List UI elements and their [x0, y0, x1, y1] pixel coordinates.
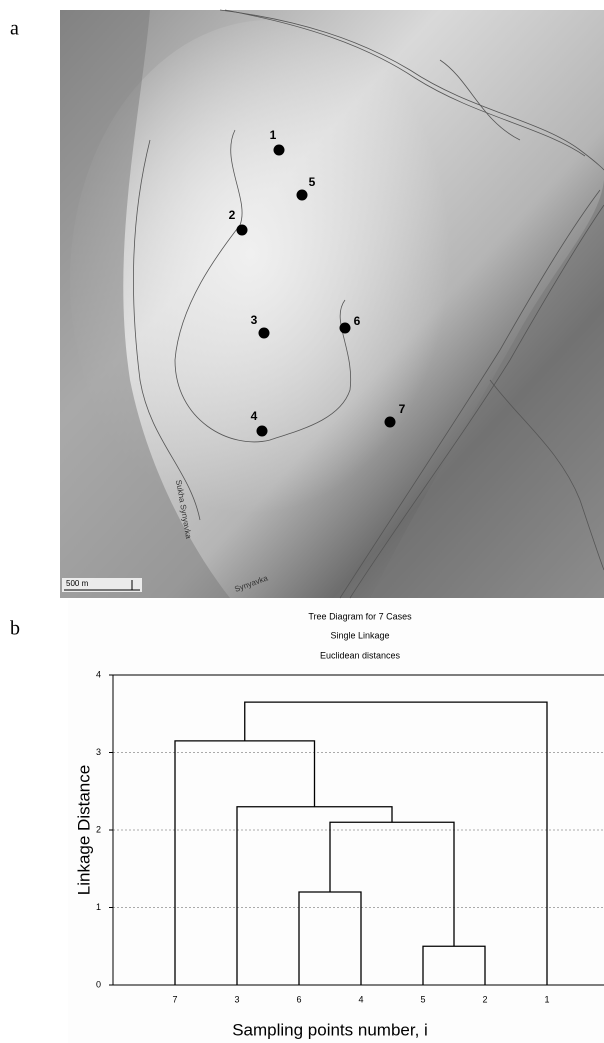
- y-tick-label: 3: [96, 747, 101, 757]
- panel-label: a: [10, 18, 19, 40]
- y-tick-label: 4: [96, 669, 101, 679]
- panel-label: b: [10, 618, 20, 640]
- x-tick-label: 4: [358, 994, 363, 1004]
- y-tick-label: 1: [96, 902, 101, 912]
- x-tick-label: 1: [544, 994, 549, 1004]
- x-tick-label: 7: [172, 994, 177, 1004]
- x-tick-label: 3: [234, 994, 239, 1004]
- sampling-point: [237, 225, 248, 236]
- figure: a Sukha Synyavka Synyavka 500 m 1234567 …: [0, 0, 604, 1043]
- sampling-point: [385, 417, 396, 428]
- sampling-point: [274, 145, 285, 156]
- scale-label: 500 m: [66, 579, 89, 588]
- sampling-point: [259, 328, 270, 339]
- point-label: 2: [229, 208, 236, 222]
- point-label: 7: [399, 402, 406, 416]
- x-tick-label: 6: [296, 994, 301, 1004]
- x-tick-label: 2: [482, 994, 487, 1004]
- sampling-point: [297, 190, 308, 201]
- y-tick-label: 0: [96, 979, 101, 989]
- chart-background: [68, 600, 604, 1043]
- y-axis-label: Linkage Distance: [74, 765, 93, 895]
- chart-title: Tree Diagram for 7 Cases: [308, 611, 412, 621]
- x-axis-label: Sampling points number, i: [232, 1020, 428, 1039]
- point-label: 5: [309, 175, 316, 189]
- x-tick-label: 5: [420, 994, 425, 1004]
- chart-subtitle: Single Linkage: [330, 630, 389, 640]
- point-label: 4: [251, 409, 258, 423]
- sampling-point: [257, 426, 268, 437]
- chart-note: Euclidean distances: [320, 650, 401, 660]
- point-label: 3: [251, 313, 258, 327]
- point-label: 1: [270, 128, 277, 142]
- y-tick-label: 2: [96, 824, 101, 834]
- sampling-point: [340, 323, 351, 334]
- point-label: 6: [354, 314, 361, 328]
